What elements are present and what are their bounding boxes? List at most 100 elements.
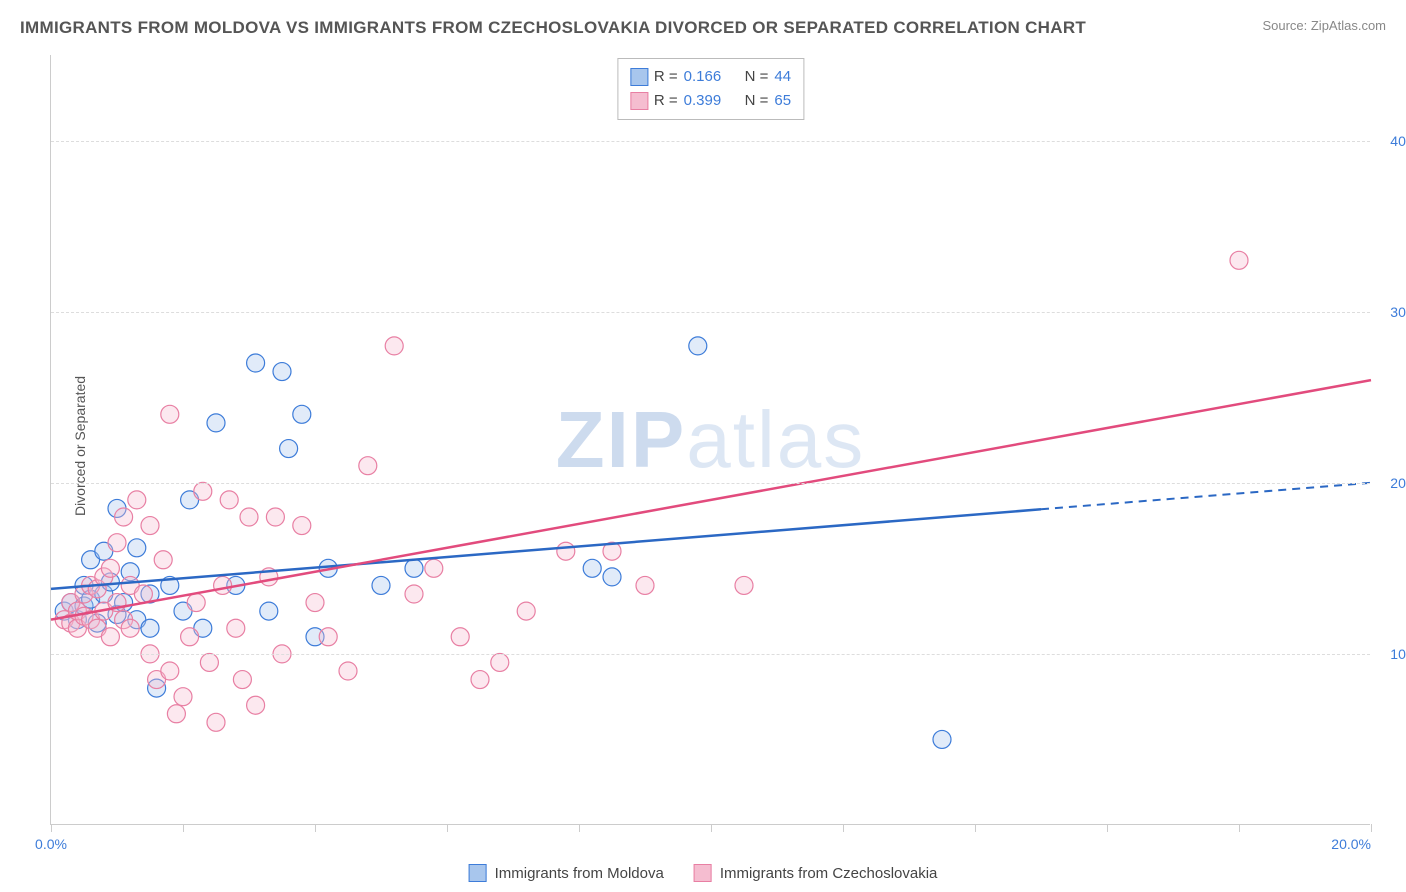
x-tick	[975, 824, 976, 832]
scatter-point	[115, 508, 133, 526]
plot-area: ZIPatlas R = 0.166 N = 44 R = 0.399 N = …	[50, 55, 1370, 825]
chart-title: IMMIGRANTS FROM MOLDOVA VS IMMIGRANTS FR…	[20, 18, 1086, 38]
scatter-point	[405, 585, 423, 603]
gridline	[51, 141, 1370, 142]
scatter-point	[266, 508, 284, 526]
scatter-point	[517, 602, 535, 620]
x-tick	[1371, 824, 1372, 832]
scatter-point	[385, 337, 403, 355]
gridline	[51, 654, 1370, 655]
legend-n-value: 44	[774, 65, 791, 89]
scatter-point	[636, 576, 654, 594]
trend-line-extrapolated	[1041, 483, 1371, 510]
scatter-point	[603, 568, 621, 586]
scatter-point	[293, 517, 311, 535]
scatter-point	[339, 662, 357, 680]
legend-r-value: 0.166	[684, 65, 739, 89]
scatter-svg	[51, 55, 1370, 824]
x-tick	[183, 824, 184, 832]
x-tick-label: 0.0%	[35, 836, 67, 852]
scatter-point	[220, 491, 238, 509]
legend-r-value: 0.399	[684, 89, 739, 113]
scatter-point	[207, 414, 225, 432]
y-tick-label: 30.0%	[1390, 304, 1406, 320]
x-tick	[51, 824, 52, 832]
x-tick-label: 20.0%	[1331, 836, 1371, 852]
scatter-point	[405, 559, 423, 577]
scatter-point	[359, 457, 377, 475]
legend-series-item: Immigrants from Czechoslovakia	[694, 864, 938, 882]
scatter-point	[735, 576, 753, 594]
scatter-point	[194, 482, 212, 500]
legend-r-label: R =	[654, 89, 678, 113]
scatter-point	[372, 576, 390, 594]
legend-swatch	[630, 68, 648, 86]
legend-correlation-row: R = 0.166 N = 44	[630, 65, 791, 89]
scatter-point	[161, 405, 179, 423]
scatter-point	[141, 517, 159, 535]
scatter-point	[319, 628, 337, 646]
scatter-point	[451, 628, 469, 646]
scatter-point	[557, 542, 575, 560]
gridline	[51, 483, 1370, 484]
legend-correlation: R = 0.166 N = 44 R = 0.399 N = 65	[617, 58, 804, 120]
scatter-point	[260, 602, 278, 620]
chart-container: IMMIGRANTS FROM MOLDOVA VS IMMIGRANTS FR…	[0, 0, 1406, 892]
source-label: Source: ZipAtlas.com	[1262, 18, 1386, 33]
scatter-point	[154, 551, 172, 569]
trend-line	[51, 380, 1371, 620]
scatter-point	[306, 594, 324, 612]
scatter-point	[141, 619, 159, 637]
y-tick-label: 20.0%	[1390, 475, 1406, 491]
gridline	[51, 312, 1370, 313]
x-tick	[1239, 824, 1240, 832]
scatter-point	[689, 337, 707, 355]
legend-n-value: 65	[774, 89, 791, 113]
scatter-point	[425, 559, 443, 577]
legend-swatch	[630, 92, 648, 110]
scatter-point	[247, 696, 265, 714]
scatter-point	[233, 671, 251, 689]
scatter-point	[240, 508, 258, 526]
x-tick	[843, 824, 844, 832]
x-tick	[447, 824, 448, 832]
scatter-point	[167, 705, 185, 723]
trend-line	[51, 509, 1041, 589]
scatter-point	[128, 491, 146, 509]
scatter-point	[1230, 251, 1248, 269]
scatter-point	[280, 440, 298, 458]
scatter-point	[128, 539, 146, 557]
scatter-point	[207, 713, 225, 731]
legend-r-label: R =	[654, 65, 678, 89]
scatter-point	[491, 653, 509, 671]
scatter-point	[471, 671, 489, 689]
y-tick-label: 40.0%	[1390, 133, 1406, 149]
scatter-point	[293, 405, 311, 423]
scatter-point	[108, 534, 126, 552]
scatter-point	[161, 662, 179, 680]
y-tick-label: 10.0%	[1390, 646, 1406, 662]
scatter-point	[200, 653, 218, 671]
scatter-point	[247, 354, 265, 372]
scatter-point	[134, 585, 152, 603]
scatter-point	[583, 559, 601, 577]
legend-series: Immigrants from Moldova Immigrants from C…	[469, 864, 938, 882]
scatter-point	[214, 576, 232, 594]
legend-series-label: Immigrants from Moldova	[495, 865, 664, 882]
x-tick	[1107, 824, 1108, 832]
legend-series-item: Immigrants from Moldova	[469, 864, 664, 882]
scatter-point	[227, 619, 245, 637]
legend-correlation-row: R = 0.399 N = 65	[630, 89, 791, 113]
scatter-point	[174, 688, 192, 706]
x-tick	[315, 824, 316, 832]
scatter-point	[187, 594, 205, 612]
legend-n-label: N =	[745, 65, 769, 89]
x-tick	[711, 824, 712, 832]
scatter-point	[121, 619, 139, 637]
scatter-point	[101, 559, 119, 577]
x-tick	[579, 824, 580, 832]
scatter-point	[933, 730, 951, 748]
legend-series-label: Immigrants from Czechoslovakia	[720, 865, 938, 882]
legend-swatch	[469, 864, 487, 882]
legend-swatch	[694, 864, 712, 882]
